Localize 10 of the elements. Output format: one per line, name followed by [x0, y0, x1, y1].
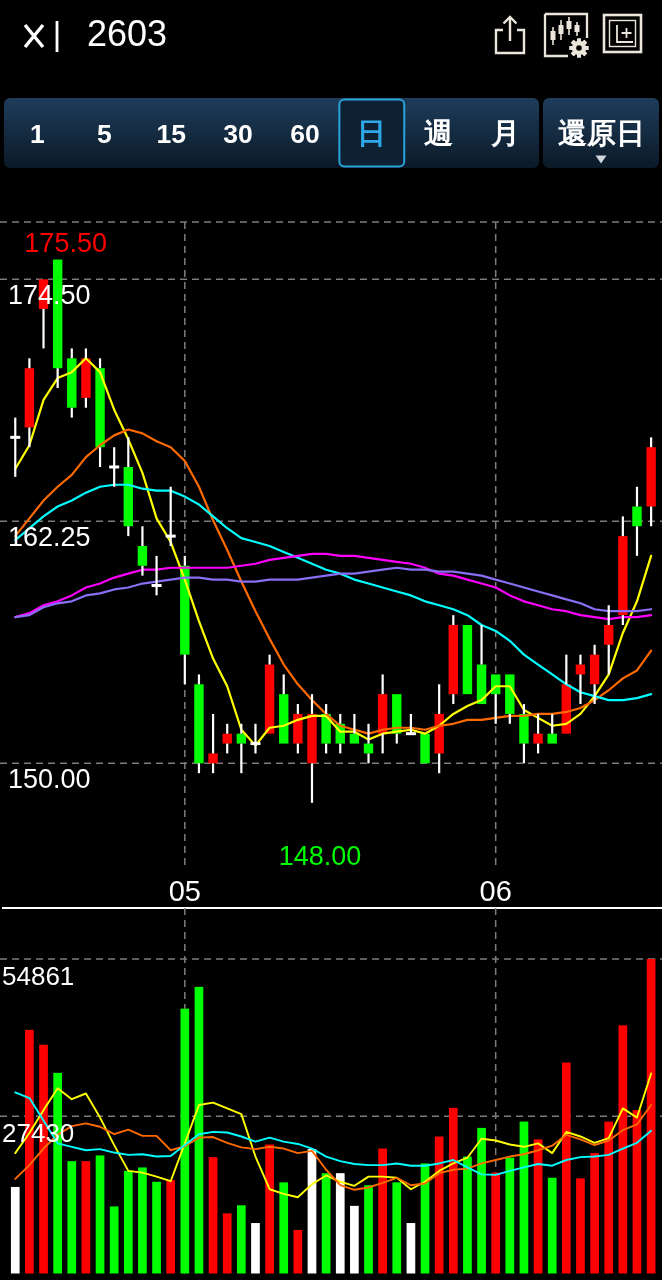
text: 還原日 [557, 117, 645, 149]
y-tick-label: 150.00 [8, 764, 91, 795]
annotation: 175.50 [24, 227, 107, 258]
annotation: 148.00 [278, 840, 362, 871]
y-tick-label: 54861 [2, 961, 75, 992]
x-tick-label: 05 [168, 875, 201, 907]
x-tick-label: 06 [479, 875, 512, 907]
text: 2603 [87, 13, 168, 54]
y-tick-label: 162.25 [8, 522, 91, 553]
text: 1 5 15 30 60 日 週 月 [30, 117, 521, 149]
